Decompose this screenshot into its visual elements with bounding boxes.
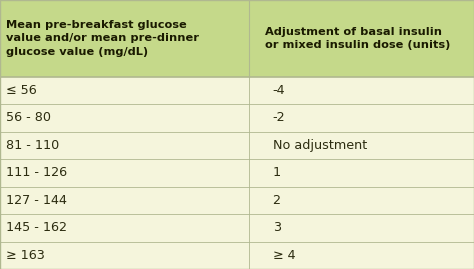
Text: 127 - 144: 127 - 144 <box>6 194 67 207</box>
Text: No adjustment: No adjustment <box>273 139 367 152</box>
Text: ≥ 4: ≥ 4 <box>273 249 295 262</box>
Text: Adjustment of basal insulin
or mixed insulin dose (units): Adjustment of basal insulin or mixed ins… <box>265 27 451 50</box>
Text: Mean pre-breakfast glucose
value and/or mean pre-dinner
glucose value (mg/dL): Mean pre-breakfast glucose value and/or … <box>6 20 199 57</box>
Text: 56 - 80: 56 - 80 <box>6 111 51 124</box>
Text: -2: -2 <box>273 111 285 124</box>
Text: 81 - 110: 81 - 110 <box>6 139 59 152</box>
Text: ≥ 163: ≥ 163 <box>6 249 45 262</box>
Text: 2: 2 <box>273 194 281 207</box>
Text: ≤ 56: ≤ 56 <box>6 84 36 97</box>
Text: 111 - 126: 111 - 126 <box>6 166 67 179</box>
Bar <box>0 0 474 77</box>
Text: 1: 1 <box>273 166 281 179</box>
Text: 3: 3 <box>273 221 281 234</box>
Text: -4: -4 <box>273 84 285 97</box>
Text: 145 - 162: 145 - 162 <box>6 221 67 234</box>
